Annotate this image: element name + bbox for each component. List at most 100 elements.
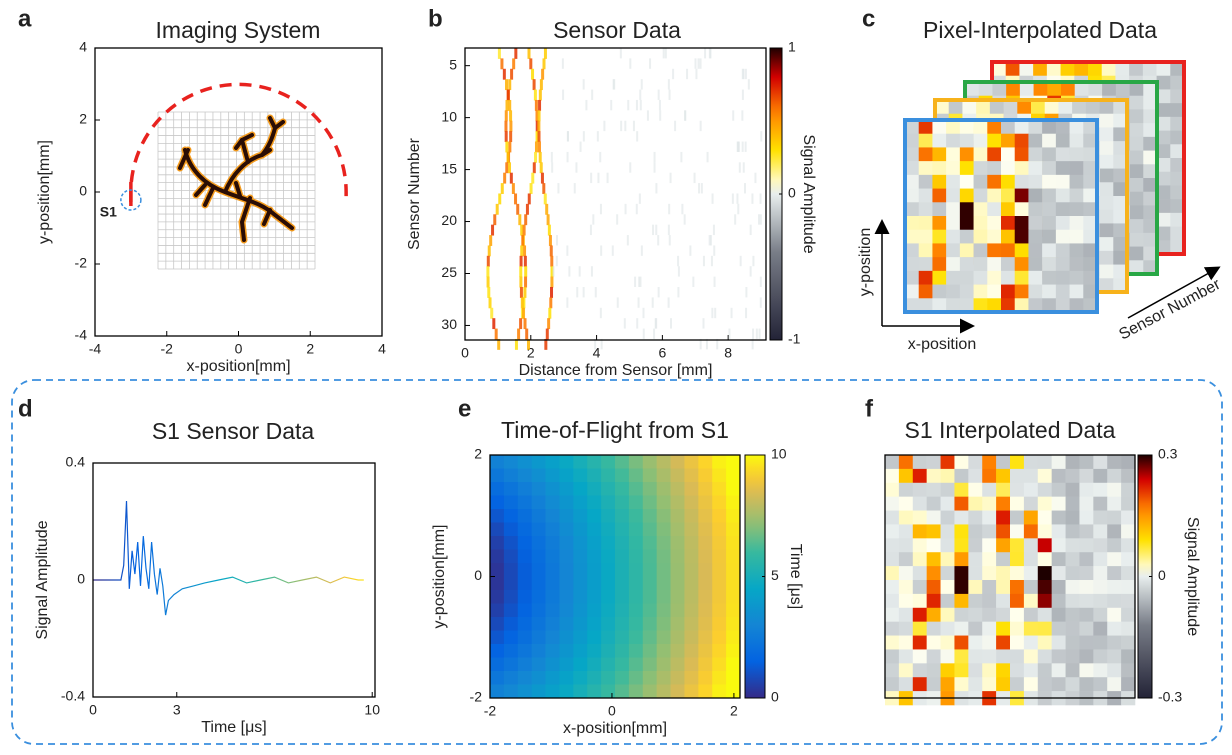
noise <box>741 89 744 100</box>
pixel <box>959 133 974 148</box>
pixel <box>1065 621 1080 636</box>
pixel <box>1051 649 1066 664</box>
tof-cell <box>698 522 713 537</box>
noise <box>589 224 592 236</box>
noise <box>699 58 702 69</box>
tof-cell <box>670 684 685 699</box>
tof-cell <box>684 536 699 550</box>
pixel <box>1107 663 1122 678</box>
tof-cell <box>490 657 505 672</box>
noise <box>738 141 741 152</box>
pixel <box>959 161 974 176</box>
pixel <box>1107 455 1122 470</box>
pixel <box>1079 538 1094 553</box>
tof-cell <box>545 576 560 591</box>
pixel <box>885 455 900 470</box>
pixel <box>932 161 947 176</box>
tof-cell <box>559 603 574 618</box>
pixel <box>905 284 920 299</box>
pixel <box>1079 635 1094 650</box>
signal-streak <box>505 99 509 111</box>
pixel <box>1010 510 1025 525</box>
pixel <box>1065 552 1080 567</box>
pixel <box>1014 202 1029 217</box>
pixel <box>1170 240 1185 255</box>
tof-cell <box>698 590 713 604</box>
pixel <box>926 566 941 581</box>
pixel <box>1001 257 1016 272</box>
noise <box>590 172 593 184</box>
pixel <box>1010 663 1025 678</box>
tof-cell <box>684 644 699 658</box>
pixel <box>932 229 947 244</box>
tof-cell <box>656 509 671 523</box>
tof-cell <box>670 617 685 631</box>
pixel <box>1001 270 1016 285</box>
tof-cell <box>684 509 699 523</box>
pixel <box>1129 123 1144 138</box>
noise <box>639 99 642 111</box>
tof-cell <box>642 536 658 550</box>
tof-cell <box>601 590 616 604</box>
vessel <box>178 148 190 170</box>
pixel <box>1129 260 1144 275</box>
pixel <box>1065 496 1080 511</box>
pixel <box>1055 133 1070 148</box>
noise <box>759 193 762 204</box>
noise <box>599 151 602 163</box>
pixel <box>1069 257 1084 272</box>
pixel <box>1170 144 1185 159</box>
tof-cell <box>698 509 713 523</box>
noise <box>635 99 638 111</box>
signal-streak <box>523 287 527 298</box>
tof-cell <box>712 509 727 523</box>
pixel <box>1042 257 1057 272</box>
pixel <box>982 677 997 692</box>
tof-cell <box>698 563 713 577</box>
pixel <box>932 257 947 272</box>
tof-cell <box>601 536 616 550</box>
panel-title: S1 Interpolated Data <box>905 417 1116 443</box>
signal-streak <box>505 79 509 91</box>
tof-cell <box>670 536 685 550</box>
pixel <box>954 649 969 664</box>
signal-streak <box>535 131 539 143</box>
tof-cell <box>726 468 741 483</box>
tof-cell <box>559 684 574 699</box>
pixel <box>1156 185 1171 200</box>
noise <box>623 318 626 329</box>
tof-cell <box>628 455 644 469</box>
pixel <box>954 621 969 636</box>
noise <box>653 151 656 163</box>
pixel <box>1129 164 1144 179</box>
pixel <box>987 243 1002 258</box>
signal-streak <box>537 120 541 132</box>
tof-cell <box>517 563 533 577</box>
signal-streak <box>519 318 523 330</box>
signal-streak <box>529 58 533 70</box>
tof-cell <box>656 549 671 564</box>
pixel <box>1028 188 1043 203</box>
pixel <box>1099 209 1114 224</box>
pixel <box>959 284 974 299</box>
tof-cell <box>503 522 519 537</box>
tof-cell <box>490 563 505 577</box>
pixel <box>996 663 1011 678</box>
pixel <box>1014 257 1029 272</box>
x-axis-label: x-position[mm] <box>563 720 667 737</box>
tof-cell <box>587 644 602 658</box>
pixel <box>1042 147 1057 162</box>
pixel <box>885 649 900 664</box>
signal-streak <box>497 48 501 59</box>
noise <box>662 48 665 59</box>
noise <box>669 318 672 329</box>
pixel <box>1051 663 1066 678</box>
tof-cell <box>628 657 644 672</box>
pixel <box>905 174 920 189</box>
tof-cell <box>573 630 588 645</box>
noise <box>672 68 675 80</box>
pixel <box>1113 168 1128 183</box>
tof-cell <box>712 671 727 685</box>
tof-cell <box>698 495 713 510</box>
pixel <box>898 566 914 581</box>
